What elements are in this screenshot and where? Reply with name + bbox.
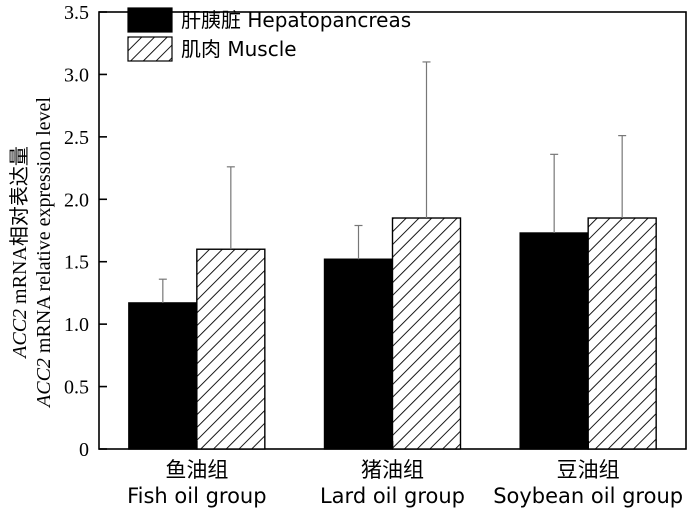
x-category-label-en: Lard oil group <box>320 484 465 508</box>
x-category-label-zh: 鱼油组 <box>165 458 228 482</box>
bar-hepatopancreas-1 <box>323 258 394 450</box>
bar-muscle-0 <box>196 248 266 450</box>
y-axis-label-line2: ACC2 mRNA relative expression level <box>33 97 55 409</box>
bar-hepatopancreas-0 <box>128 302 198 450</box>
legend-swatch-muscle <box>127 36 173 62</box>
bar-muscle-1 <box>391 217 462 450</box>
y-tick-label: 2.0 <box>64 189 89 211</box>
y-tick-label: 1.0 <box>64 314 89 336</box>
y-axis-label-line2-rest: mRNA relative expression level <box>33 97 55 358</box>
y-tick-label: 3.0 <box>64 64 89 86</box>
x-category-label-en: Fish oil group <box>127 484 267 508</box>
y-axis-ticks: 0 0.5 1.0 1.5 2.0 2.5 3.0 3.5 <box>64 2 107 461</box>
bar-muscle-2 <box>587 217 657 450</box>
y-tick-label: 0 <box>79 439 89 461</box>
legend-label-muscle: 肌肉 Muscle <box>181 37 297 61</box>
legend-swatch-hepatopancreas <box>127 7 173 33</box>
legend: 肝胰脏 Hepatopancreas 肌肉 Muscle <box>127 7 411 62</box>
bar-hepatopancreas-2 <box>519 232 589 450</box>
legend-label-hepatopancreas: 肝胰脏 Hepatopancreas <box>181 8 411 32</box>
y-tick-label: 2.5 <box>64 127 89 149</box>
x-category-label-zh: 猪油组 <box>361 458 424 482</box>
y-tick-label: 1.5 <box>64 252 89 274</box>
y-axis-label-line1: ACC2 mRNA相对表达量 <box>8 146 31 360</box>
x-category-label-en: Soybean oil group <box>493 484 683 508</box>
x-category-label-zh: 豆油组 <box>557 458 620 482</box>
y-tick-label: 3.5 <box>64 2 89 24</box>
y-axis-label-line1-rest: mRNA相对表达量 <box>8 146 31 309</box>
error-bars-layer <box>158 61 627 303</box>
bars-layer <box>128 217 657 450</box>
y-tick-label: 0.5 <box>64 377 89 399</box>
